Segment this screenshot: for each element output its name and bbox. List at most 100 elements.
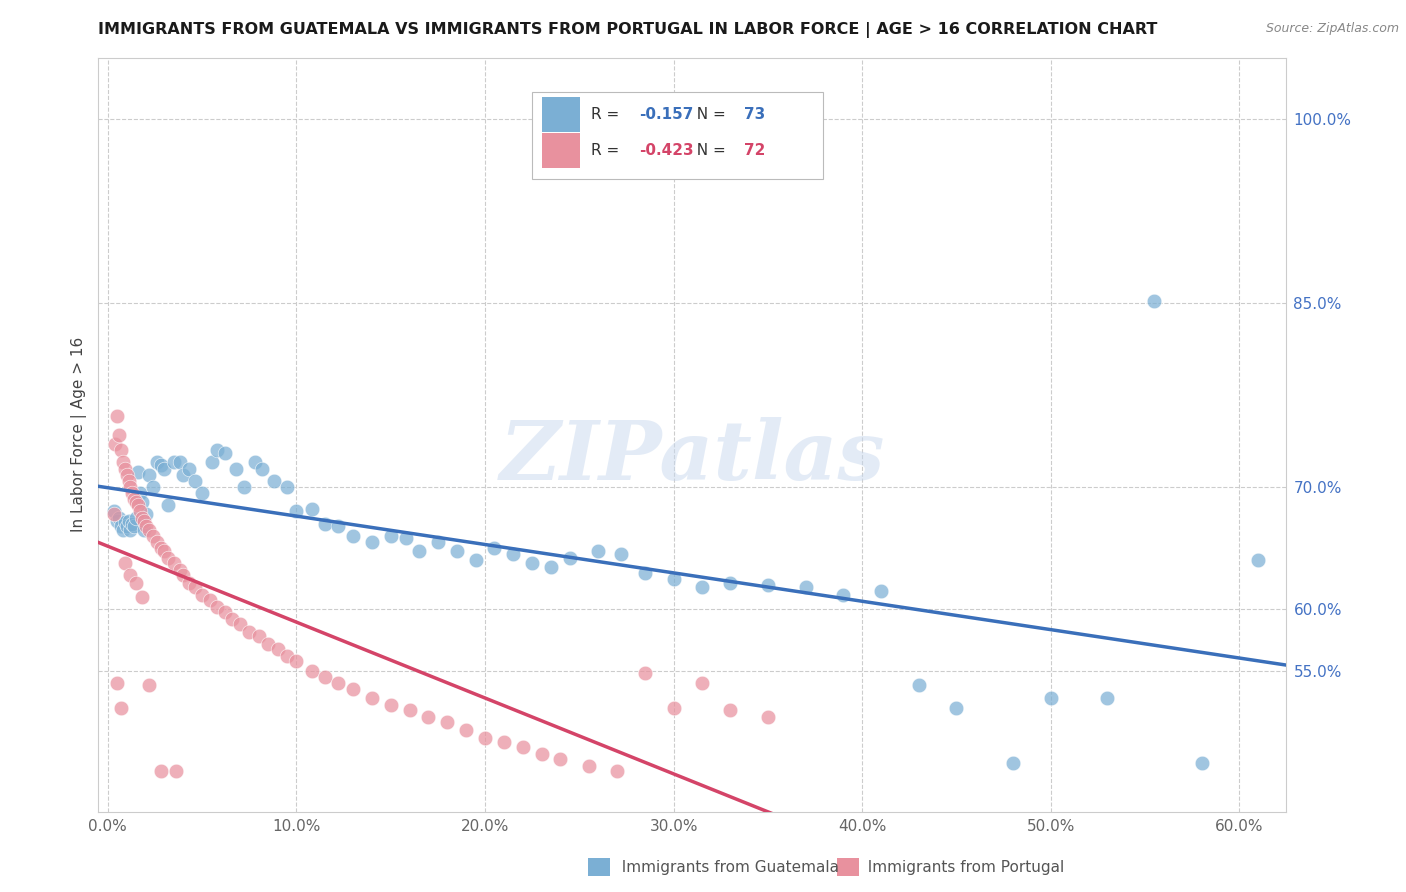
Point bbox=[426, 535, 449, 549]
Point bbox=[108, 510, 131, 524]
Point bbox=[114, 556, 136, 570]
Point bbox=[207, 600, 229, 615]
Point bbox=[512, 739, 534, 754]
Point bbox=[163, 556, 186, 570]
Text: -0.157: -0.157 bbox=[638, 107, 693, 122]
Point bbox=[183, 474, 205, 488]
Text: IMMIGRANTS FROM GUATEMALA VS IMMIGRANTS FROM PORTUGAL IN LABOR FORCE | AGE > 16 : IMMIGRANTS FROM GUATEMALA VS IMMIGRANTS … bbox=[98, 22, 1157, 38]
Point bbox=[634, 566, 657, 580]
Point bbox=[502, 547, 524, 561]
Point bbox=[690, 581, 713, 595]
Point bbox=[183, 581, 205, 595]
FancyBboxPatch shape bbox=[531, 92, 823, 178]
Text: R =: R = bbox=[592, 144, 624, 158]
Point bbox=[342, 529, 364, 543]
Point bbox=[122, 519, 145, 533]
Point bbox=[484, 541, 506, 556]
Point bbox=[131, 591, 153, 605]
Point bbox=[360, 690, 382, 705]
Text: ZIPatlas: ZIPatlas bbox=[499, 417, 886, 498]
Point bbox=[135, 507, 157, 521]
Point bbox=[142, 480, 165, 494]
Point bbox=[662, 700, 685, 714]
Point bbox=[104, 437, 127, 451]
Point bbox=[395, 532, 418, 546]
Text: Source: ZipAtlas.com: Source: ZipAtlas.com bbox=[1265, 22, 1399, 36]
Point bbox=[115, 519, 138, 533]
Point bbox=[110, 443, 132, 458]
Point bbox=[125, 494, 148, 508]
Point bbox=[125, 510, 148, 524]
Point bbox=[111, 523, 134, 537]
Point bbox=[1002, 756, 1025, 770]
Point bbox=[263, 474, 285, 488]
Point bbox=[177, 575, 200, 590]
Point bbox=[200, 455, 222, 469]
Point bbox=[558, 551, 581, 566]
Point bbox=[122, 492, 145, 507]
Point bbox=[142, 529, 165, 543]
Point bbox=[832, 588, 855, 602]
Point bbox=[690, 676, 713, 690]
Point bbox=[550, 752, 572, 766]
Text: Immigrants from Portugal: Immigrants from Portugal bbox=[858, 860, 1064, 874]
Point bbox=[794, 581, 817, 595]
Point bbox=[172, 568, 194, 582]
Point bbox=[177, 461, 200, 475]
Point bbox=[207, 443, 229, 458]
Point bbox=[221, 612, 243, 626]
Point bbox=[120, 480, 142, 494]
Point bbox=[540, 559, 562, 574]
Point bbox=[114, 516, 136, 530]
Point bbox=[115, 467, 138, 482]
Point bbox=[945, 700, 967, 714]
Point bbox=[103, 504, 125, 518]
Point bbox=[110, 519, 132, 533]
Point bbox=[129, 504, 152, 518]
Point bbox=[121, 486, 143, 500]
Point bbox=[380, 529, 402, 543]
Point bbox=[756, 710, 779, 724]
Point bbox=[492, 735, 515, 749]
Point bbox=[110, 700, 132, 714]
Point bbox=[474, 731, 496, 746]
Text: Immigrants from Guatemala: Immigrants from Guatemala bbox=[612, 860, 838, 874]
Point bbox=[125, 575, 148, 590]
Point bbox=[198, 592, 221, 607]
Point bbox=[191, 486, 214, 500]
Y-axis label: In Labor Force | Age > 16: In Labor Force | Age > 16 bbox=[72, 337, 87, 533]
Point bbox=[146, 535, 169, 549]
Point bbox=[314, 516, 336, 531]
Point bbox=[165, 764, 187, 779]
Point bbox=[276, 480, 298, 494]
Point bbox=[232, 480, 254, 494]
Point bbox=[149, 458, 172, 472]
Point bbox=[138, 678, 160, 692]
Point bbox=[163, 455, 186, 469]
Point bbox=[446, 543, 468, 558]
Point bbox=[266, 641, 288, 656]
Point bbox=[530, 747, 553, 761]
Point bbox=[149, 541, 172, 556]
Point bbox=[285, 504, 308, 518]
Point bbox=[138, 523, 160, 537]
Point bbox=[149, 764, 172, 779]
Point bbox=[1247, 553, 1270, 567]
Point bbox=[456, 723, 478, 737]
Point bbox=[127, 499, 149, 513]
Point bbox=[238, 624, 260, 639]
Point bbox=[214, 605, 236, 619]
Point bbox=[105, 409, 128, 423]
Point bbox=[257, 637, 280, 651]
Point bbox=[1039, 690, 1062, 705]
Point bbox=[225, 461, 247, 475]
Point bbox=[520, 556, 543, 570]
Point bbox=[606, 764, 628, 779]
Point bbox=[114, 461, 136, 475]
Point bbox=[120, 523, 142, 537]
Text: 72: 72 bbox=[744, 144, 765, 158]
Bar bbox=[837, 858, 859, 876]
Point bbox=[380, 698, 402, 712]
Point bbox=[756, 578, 779, 592]
Point bbox=[301, 502, 323, 516]
